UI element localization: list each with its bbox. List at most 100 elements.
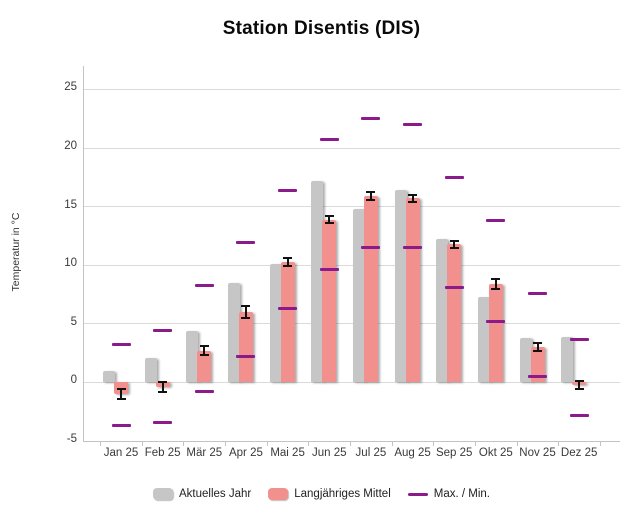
- x-axis-tick: [558, 442, 560, 446]
- x-axis-tick: [225, 442, 227, 446]
- error-bar-cap-top: [324, 215, 334, 217]
- error-bar-line: [244, 306, 247, 318]
- error-bar-cap-top: [366, 190, 376, 193]
- x-tick-label-jun-25: Jun 25: [311, 447, 347, 459]
- error-bar-cap-top: [199, 345, 209, 348]
- error-bar-cap-bottom: [533, 350, 542, 353]
- bar-current-year-mai: [269, 264, 282, 383]
- min-marker-dez: [569, 413, 589, 417]
- min-marker-jan: [111, 424, 131, 428]
- bar-longterm-mean-jul: [363, 196, 378, 383]
- chart-title: Station Disentis (DIS): [222, 18, 421, 39]
- error-bar-line: [453, 240, 456, 248]
- chart-legend: Aktuelles Jahr Langjähriges Mittel Max. …: [0, 488, 643, 500]
- x-axis-tick: [433, 442, 435, 446]
- x-tick-label-mai-25: Mai 25: [270, 447, 305, 459]
- bar-current-year-jan: [103, 370, 115, 383]
- x-tick-label-mär-25: Mär 25: [186, 447, 223, 459]
- x-axis-tick: [308, 442, 310, 446]
- x-tick-label-aug-25: Aug 25: [394, 447, 431, 459]
- y-axis-line: [83, 66, 84, 441]
- min-marker-mär: [194, 390, 214, 394]
- error-bar-line: [494, 278, 497, 290]
- x-axis-tick: [266, 442, 268, 446]
- min-marker-mai: [278, 307, 298, 311]
- legend-label-current-year: Aktuelles Jahr: [179, 488, 252, 500]
- bar-current-year-okt: [477, 296, 490, 383]
- error-bar-cap-bottom: [449, 246, 459, 249]
- max-marker-okt: [486, 219, 506, 223]
- max-marker-nov: [528, 291, 547, 295]
- min-marker-jul: [361, 246, 381, 250]
- error-bar-cap-bottom: [574, 387, 584, 390]
- bar-current-year-sep: [436, 239, 449, 383]
- x-tick-label-jan-25: Jan 25: [103, 447, 139, 459]
- legend-item-max-min[interactable]: Max. / Min.: [407, 488, 490, 500]
- error-bar-cap-top: [449, 239, 459, 242]
- y-tick-label-15: 15: [64, 198, 77, 211]
- bar-longterm-mean-mai: [280, 261, 295, 383]
- x-tick-label-okt-25: Okt 25: [478, 447, 513, 459]
- bar-current-year-dez: [561, 336, 574, 383]
- x-axis-tick: [391, 442, 393, 446]
- bar-longterm-mean-aug: [405, 198, 420, 383]
- bar-longterm-mean-jun: [322, 219, 337, 383]
- error-bar-cap-bottom: [158, 391, 168, 394]
- error-bar-line: [161, 381, 164, 393]
- max-marker-apr: [236, 241, 256, 245]
- max-marker-mai: [278, 188, 298, 192]
- gridline-5: [83, 323, 620, 325]
- legend-label-longterm-mean: Langjähriges Mittel: [294, 488, 391, 500]
- x-tick-label-nov-25: Nov 25: [519, 447, 556, 459]
- error-bar-cap-top: [241, 305, 251, 308]
- x-axis-tick: [516, 442, 518, 446]
- max-marker-jul: [361, 117, 381, 121]
- min-marker-okt: [486, 319, 506, 323]
- bar-longterm-mean-sep: [447, 244, 462, 383]
- error-bar-cap-bottom: [199, 354, 209, 357]
- min-marker-apr: [236, 355, 256, 359]
- error-bar-line: [120, 389, 122, 399]
- error-bar-line: [578, 380, 581, 389]
- legend-item-langjaehriges-mittel[interactable]: Langjähriges Mittel: [268, 488, 391, 500]
- bar-longterm-mean-mär: [197, 350, 212, 383]
- min-marker-jun: [319, 268, 339, 272]
- y-tick-label-5: 5: [70, 315, 77, 328]
- error-bar-cap-top: [283, 256, 293, 259]
- x-axis-tick: [183, 442, 185, 446]
- legend-swatch-current-year: [153, 488, 173, 500]
- bar-longterm-mean-apr: [238, 312, 253, 383]
- error-bar-cap-bottom: [408, 200, 418, 203]
- error-bar-cap-bottom: [116, 397, 126, 400]
- x-axis-tick: [475, 442, 477, 446]
- error-bar-cap-top: [116, 388, 126, 391]
- bar-current-year-nov: [519, 337, 532, 383]
- y-tick-label-10: 10: [64, 257, 77, 270]
- bar-longterm-mean-okt: [488, 283, 503, 383]
- gridline-25: [83, 88, 620, 90]
- error-bar-line: [286, 257, 289, 266]
- error-bar-line: [203, 346, 206, 356]
- legend-item-aktuelles-jahr[interactable]: Aktuelles Jahr: [153, 488, 251, 500]
- legend-label-max-min: Max. / Min.: [433, 488, 490, 500]
- bar-longterm-mean-nov: [530, 347, 545, 383]
- x-axis-tick: [141, 442, 143, 446]
- y-tick-label--5: -5: [66, 433, 77, 445]
- error-bar-cap-bottom: [283, 264, 293, 267]
- error-bar-cap-bottom: [366, 199, 376, 202]
- error-bar-line: [328, 216, 331, 224]
- max-marker-dez: [569, 337, 589, 341]
- y-tick-label-0: 0: [70, 374, 77, 387]
- x-tick-label-dez-25: Dez 25: [560, 447, 598, 459]
- bar-longterm-mean-jan: [114, 382, 128, 395]
- error-bar-cap-bottom: [324, 222, 334, 225]
- x-tick-label-sep-25: Sep 25: [435, 447, 473, 459]
- max-marker-feb: [153, 329, 173, 333]
- max-marker-jun: [319, 138, 339, 142]
- gridline-15: [83, 206, 620, 208]
- max-marker-jan: [111, 343, 131, 347]
- bar-current-year-jul: [352, 208, 365, 383]
- bar-current-year-aug: [394, 190, 407, 383]
